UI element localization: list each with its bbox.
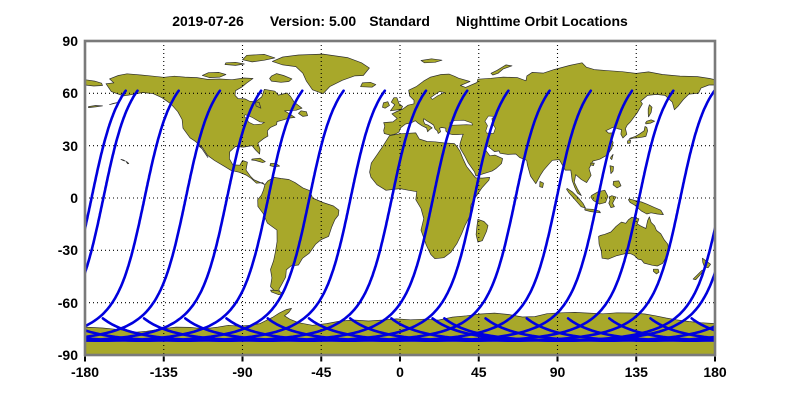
plot-title: 2019-07-26 Version: 5.00 Standard Nightt… xyxy=(0,13,800,29)
orbit-track-6 xyxy=(85,89,387,343)
y-tick-label: 30 xyxy=(62,137,78,154)
orbit-track-12 xyxy=(307,89,634,343)
orbit-track-8 xyxy=(142,89,469,343)
x-tick-label: -135 xyxy=(149,364,178,380)
orbit-track-7 xyxy=(101,89,428,343)
landmass-tasmania xyxy=(653,268,660,275)
orbit-track-6 xyxy=(690,317,715,332)
landmass-taiwan xyxy=(610,154,614,160)
landmass-chukotka-wrap xyxy=(85,79,103,87)
landmass-sulawesi xyxy=(608,195,617,208)
landmass-sakhalin xyxy=(647,104,653,118)
orbit-track-7 xyxy=(733,91,800,341)
orbit-track-4 xyxy=(85,89,304,343)
orbit-track-13 xyxy=(348,89,675,343)
y-tick-label: -30 xyxy=(57,242,78,259)
landmass-hawaii-oahu xyxy=(120,158,126,162)
landmass-north-america xyxy=(105,73,303,185)
landmass-mindanao xyxy=(612,180,622,189)
landmass-baffin-island xyxy=(269,73,293,83)
landmass-sri-lanka xyxy=(539,181,544,188)
orbit-track-10 xyxy=(225,89,551,343)
landmass-ellesmere-island xyxy=(242,54,276,63)
title-date: 2019-07-26 xyxy=(172,13,244,29)
x-tick-label: 45 xyxy=(470,364,487,380)
y-tick-label: 60 xyxy=(62,85,78,102)
x-tick-label: 180 xyxy=(703,364,727,380)
y-tick-label: -60 xyxy=(57,294,78,311)
landmass-eurasia xyxy=(383,62,715,196)
orbit-track-2 xyxy=(85,89,222,339)
orbit-track-8 xyxy=(774,91,800,341)
landmass-hawaii-big-island xyxy=(125,161,130,165)
orbit-track-3 xyxy=(85,89,263,342)
orbit-track-0 xyxy=(443,268,715,343)
landmass-aleutians-west xyxy=(88,105,103,108)
landmass-madagascar xyxy=(475,218,489,243)
y-tick-label: 90 xyxy=(62,33,78,49)
orbit-track-5 xyxy=(85,89,345,343)
landmass-hainan xyxy=(590,162,595,167)
landmass-queen-elizabeth-islands xyxy=(224,61,245,66)
orbit-track-14 xyxy=(390,89,715,343)
landmass-victoria-island xyxy=(201,72,227,78)
y-tick-label: -90 xyxy=(57,347,78,363)
landmass-cuba xyxy=(251,157,266,163)
landmass-baja-california xyxy=(198,145,209,158)
x-tick-label: -90 xyxy=(232,364,253,380)
title-product: Standard xyxy=(369,13,430,29)
title-version: Version: 5.00 xyxy=(269,13,357,29)
landmass-newfoundland xyxy=(298,110,308,117)
landmass-luzon xyxy=(609,165,614,174)
orbit-track-1 xyxy=(484,317,715,343)
orbit-track-15 xyxy=(85,89,127,235)
landmass-new-guinea xyxy=(628,198,664,215)
landmass-iceland xyxy=(360,81,377,88)
orbit-track-15 xyxy=(431,222,715,343)
x-tick-label: 90 xyxy=(549,364,566,380)
landmass-kyushu xyxy=(627,140,631,144)
landmass-novaya-zemlya xyxy=(490,64,513,76)
water-great-lakes xyxy=(243,114,266,126)
landmass-svalbard xyxy=(420,58,443,64)
orbit-track-12 xyxy=(0,91,2,341)
orbit-tracks-layer xyxy=(0,89,800,343)
landmass-java xyxy=(584,208,601,214)
map-layer xyxy=(85,41,715,355)
orbit-track-11 xyxy=(266,89,593,343)
x-tick-label: -45 xyxy=(311,364,332,380)
landmass-alaska-peninsula-islands xyxy=(109,102,119,106)
x-tick-label: 0 xyxy=(396,364,404,380)
plot-frame xyxy=(83,39,717,357)
orbit-track-0 xyxy=(85,89,139,277)
landmass-great-britain xyxy=(390,97,403,112)
landmass-sumatra xyxy=(566,188,586,209)
landmass-ireland xyxy=(382,101,390,109)
landmass-south-america xyxy=(257,177,340,294)
landmass-hokkaido xyxy=(645,119,655,125)
landmass-honshu xyxy=(628,126,648,140)
orbit-track-9 xyxy=(184,89,510,343)
x-tick-label: -180 xyxy=(70,364,100,380)
orbit-track-5 xyxy=(649,317,715,340)
title-name: Nighttime Orbit Locations xyxy=(455,13,628,29)
x-tick-label: 135 xyxy=(624,364,648,380)
orbit-track-1 xyxy=(85,89,180,328)
y-tick-label: 0 xyxy=(70,190,78,206)
